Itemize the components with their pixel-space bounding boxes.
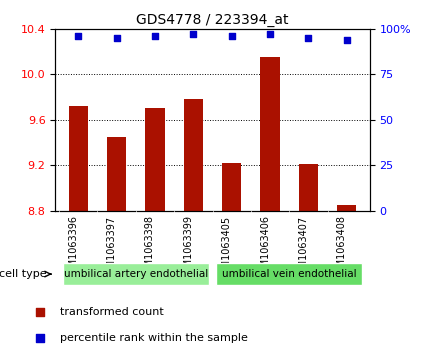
Bar: [261, 57, 280, 211]
Point: [266, 32, 273, 37]
Bar: [299, 164, 318, 211]
Bar: [145, 109, 164, 211]
Text: umbilical artery endothelial: umbilical artery endothelial: [64, 269, 208, 279]
Bar: [69, 106, 88, 211]
Title: GDS4778 / 223394_at: GDS4778 / 223394_at: [136, 13, 289, 26]
Point: [75, 33, 82, 39]
Text: percentile rank within the sample: percentile rank within the sample: [60, 333, 247, 343]
Point: [305, 35, 312, 41]
Bar: [337, 205, 356, 211]
Point: [190, 32, 197, 37]
Point: [152, 33, 159, 39]
Point: [228, 33, 235, 39]
Point: [343, 37, 350, 43]
Point: [113, 35, 120, 41]
Text: transformed count: transformed count: [60, 307, 163, 317]
Point: [383, 166, 390, 171]
FancyBboxPatch shape: [63, 262, 209, 285]
Bar: [107, 137, 126, 211]
Text: cell type: cell type: [0, 269, 47, 279]
Text: umbilical vein endothelial: umbilical vein endothelial: [222, 269, 357, 279]
FancyBboxPatch shape: [216, 262, 362, 285]
Bar: [184, 99, 203, 211]
Bar: [222, 163, 241, 211]
